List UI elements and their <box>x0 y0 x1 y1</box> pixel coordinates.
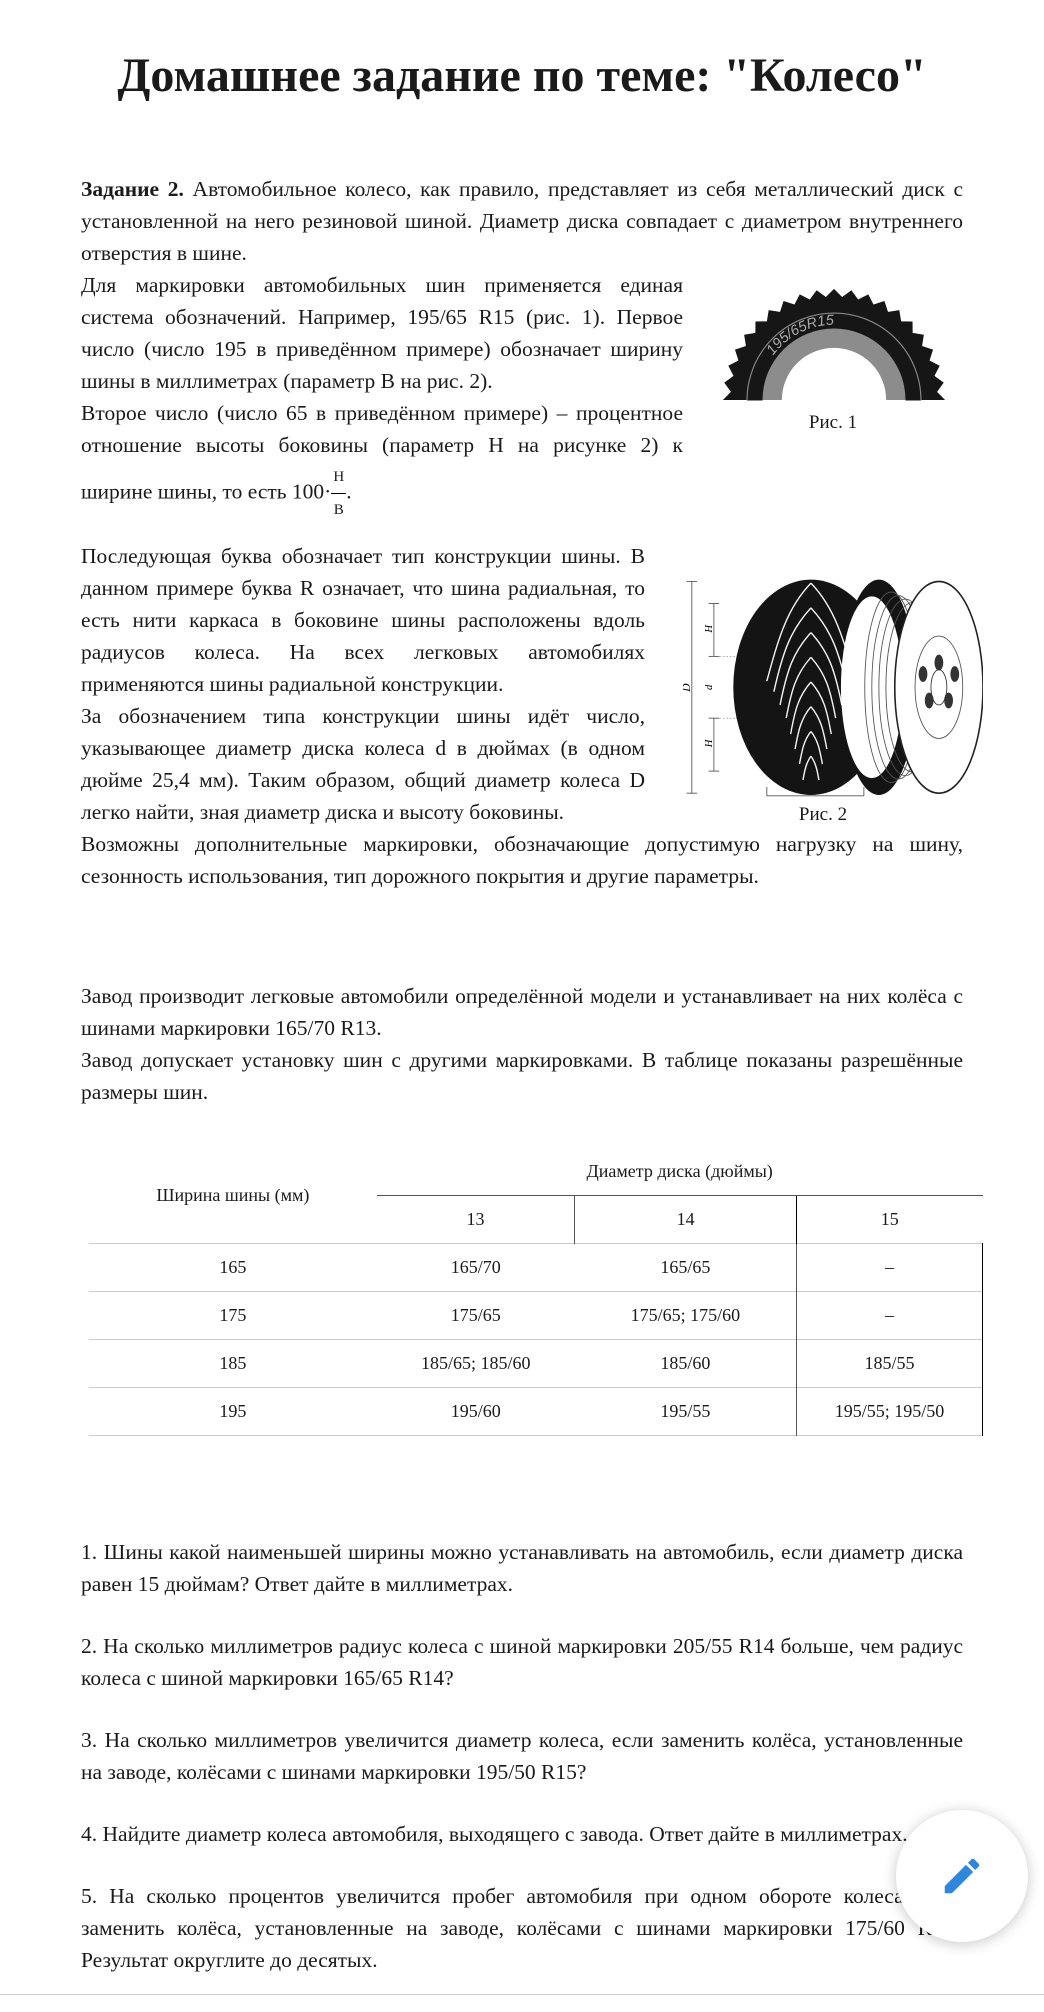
svg-text:H: H <box>704 738 715 748</box>
svg-text:d: d <box>704 684 715 690</box>
svg-text:D: D <box>683 682 693 692</box>
svg-text:H: H <box>704 623 715 633</box>
